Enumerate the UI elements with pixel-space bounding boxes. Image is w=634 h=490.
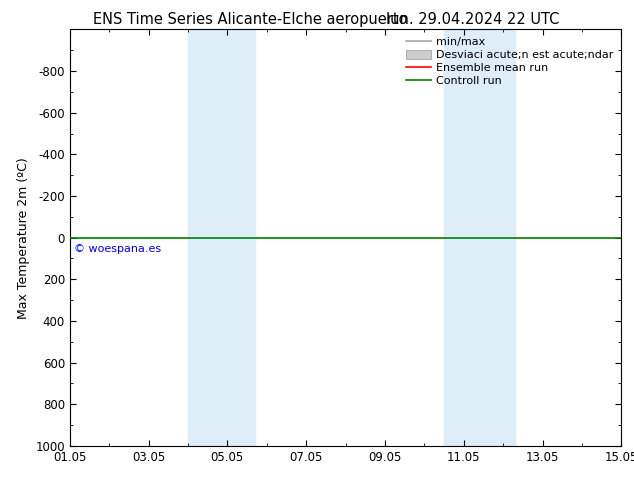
Text: lun. 29.04.2024 22 UTC: lun. 29.04.2024 22 UTC [385,12,559,27]
Bar [444,29,515,446]
Legend: min/max, Desviaci acute;n est acute;ndar, Ensemble mean run, Controll run: min/max, Desviaci acute;n est acute;ndar… [404,35,616,88]
Text: © woespana.es: © woespana.es [74,244,161,254]
Y-axis label: Max Temperature 2m (ºC): Max Temperature 2m (ºC) [16,157,30,318]
Text: ENS Time Series Alicante-Elche aeropuerto: ENS Time Series Alicante-Elche aeropuert… [93,12,408,27]
Bar [188,29,255,446]
